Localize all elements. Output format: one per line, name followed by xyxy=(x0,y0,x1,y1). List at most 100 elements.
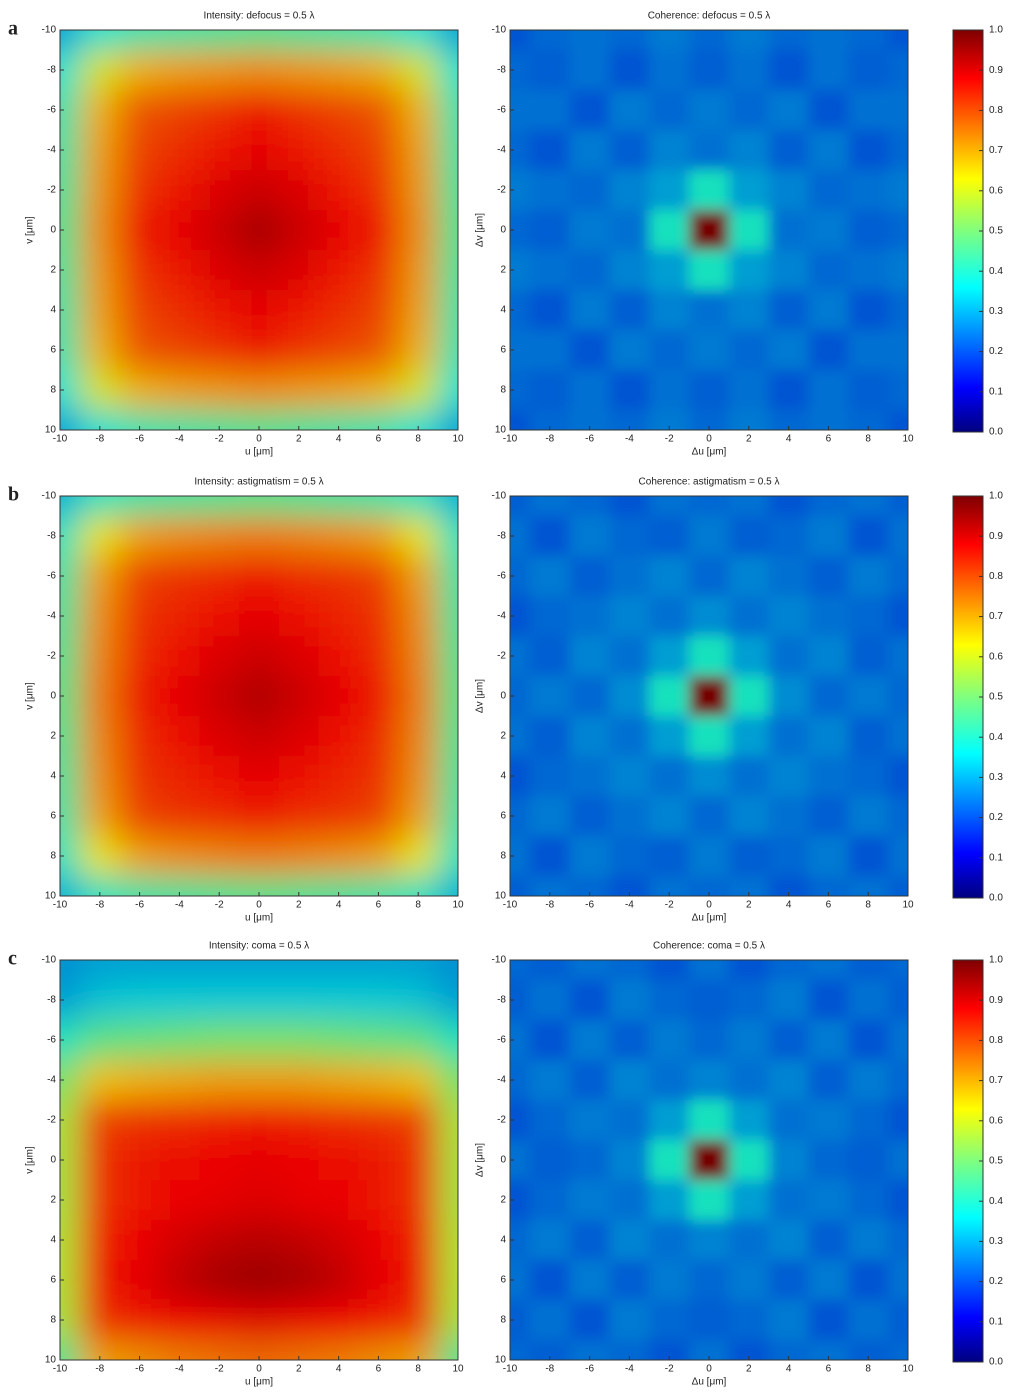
heatmap-cell xyxy=(689,496,730,517)
heatmap-cell xyxy=(728,210,770,251)
x-tick-label: 6 xyxy=(826,434,832,445)
heatmap-cell xyxy=(119,676,160,717)
heatmap-cell xyxy=(239,836,280,877)
heatmap-cell xyxy=(529,496,571,517)
heatmap-cell xyxy=(438,330,458,371)
y-tick-label: 8 xyxy=(50,851,56,862)
heatmap-cell xyxy=(278,1140,320,1181)
heatmap-cell xyxy=(529,596,571,637)
heatmap-cell xyxy=(888,170,908,211)
heatmap-cell xyxy=(569,1060,610,1101)
heatmap-cell xyxy=(649,210,690,251)
heatmap-cell xyxy=(79,676,121,717)
x-tick-label: 4 xyxy=(786,434,792,445)
heatmap-cell xyxy=(510,250,531,291)
heatmap-cell xyxy=(728,370,770,411)
x-tick-label: -8 xyxy=(95,434,104,445)
heatmap-cell xyxy=(60,716,81,757)
heatmap-cell xyxy=(358,960,399,981)
heatmap-cell xyxy=(808,1220,849,1261)
heatmap-cell xyxy=(358,1180,399,1221)
heatmap-cell xyxy=(689,1260,730,1301)
heatmap-cell xyxy=(848,410,889,430)
heatmap-cell xyxy=(728,1100,770,1141)
heatmap-cell xyxy=(888,210,908,251)
heatmap-cell xyxy=(768,170,809,211)
heatmap-cell xyxy=(728,250,770,291)
heatmap-cell xyxy=(239,1340,280,1360)
y-tick-label: -10 xyxy=(492,955,507,966)
colorbar-tick-label: 0.8 xyxy=(989,105,1003,116)
heatmap-cell xyxy=(808,796,849,837)
heatmap-cell xyxy=(510,370,531,411)
heatmap-cell xyxy=(510,796,531,837)
x-tick-label: -6 xyxy=(585,900,594,911)
heatmap-cell xyxy=(119,980,160,1021)
heatmap-cell xyxy=(609,960,650,981)
colorbar xyxy=(952,959,984,1363)
heatmap-cell xyxy=(159,1100,200,1141)
heatmap-cell xyxy=(848,1180,889,1221)
heatmap-cell xyxy=(79,1340,121,1360)
heatmap-cells xyxy=(60,960,458,1360)
heatmap-cell xyxy=(438,1020,458,1061)
heatmap-cell xyxy=(60,1300,81,1341)
heatmap-cell xyxy=(768,330,809,371)
heatmap-cell xyxy=(529,370,571,411)
heatmap-cell xyxy=(199,370,240,411)
x-tick-label: 8 xyxy=(415,434,421,445)
heatmap-cell xyxy=(569,596,610,637)
heatmap-cell xyxy=(808,410,849,430)
heatmap-cell xyxy=(529,170,571,211)
heatmap-cell xyxy=(510,960,531,981)
heatmap-cell xyxy=(808,130,849,171)
heatmap-cell xyxy=(318,50,359,91)
heatmap-cell xyxy=(768,556,809,597)
heatmap-cell xyxy=(398,516,439,557)
heatmap-cell xyxy=(318,1020,359,1061)
x-tick-label: 2 xyxy=(746,900,752,911)
heatmap-cell xyxy=(318,596,359,637)
y-axis-label: v [μm] xyxy=(25,1146,36,1174)
heatmap-cell xyxy=(689,1180,730,1221)
y-tick-label: 6 xyxy=(50,345,56,356)
heatmap-cell xyxy=(609,676,650,717)
colorbar-tick-label: 0.6 xyxy=(989,1115,1003,1126)
heatmap-cell xyxy=(569,1220,610,1261)
heatmap-cell xyxy=(510,130,531,171)
x-tick-label: -10 xyxy=(53,900,68,911)
heatmap-cell xyxy=(808,1340,849,1360)
colorbar-tick-label: 0.0 xyxy=(989,427,1003,438)
heatmap-cell xyxy=(888,50,908,91)
heatmap-cell xyxy=(728,1260,770,1301)
y-tick-label: 6 xyxy=(500,1275,506,1286)
heatmap-cell xyxy=(510,676,531,717)
heatmap-cell xyxy=(119,330,160,371)
heatmap-cell xyxy=(199,756,240,797)
heatmap-cell xyxy=(768,796,809,837)
heatmap-cell xyxy=(649,170,690,211)
heatmap-cell xyxy=(768,50,809,91)
heatmap-cell xyxy=(689,676,730,717)
heatmap-cell xyxy=(609,596,650,637)
heatmap-cell xyxy=(768,716,809,757)
heatmap-cell xyxy=(609,1340,650,1360)
heatmap-cell xyxy=(529,130,571,171)
colorbar-tick-label: 0.4 xyxy=(989,266,1003,277)
heatmap-cell xyxy=(79,370,121,411)
x-tick-label: 0 xyxy=(256,434,262,445)
x-tick-label: -10 xyxy=(503,900,518,911)
heatmap-cell xyxy=(438,50,458,91)
heatmap-cell xyxy=(888,1100,908,1141)
heatmap-cell xyxy=(728,1220,770,1261)
y-tick-label: 4 xyxy=(500,305,506,316)
x-tick-label: -10 xyxy=(503,1364,518,1375)
heatmap-cell xyxy=(119,1100,160,1141)
heatmap-cell xyxy=(398,960,439,981)
y-tick-label: -6 xyxy=(497,571,506,582)
y-tick-label: -10 xyxy=(42,955,57,966)
heatmap-cell xyxy=(318,980,359,1021)
heatmap-cell xyxy=(119,250,160,291)
colorbar-tick-label: 0.0 xyxy=(989,1357,1003,1368)
heatmap-cell xyxy=(438,1260,458,1301)
